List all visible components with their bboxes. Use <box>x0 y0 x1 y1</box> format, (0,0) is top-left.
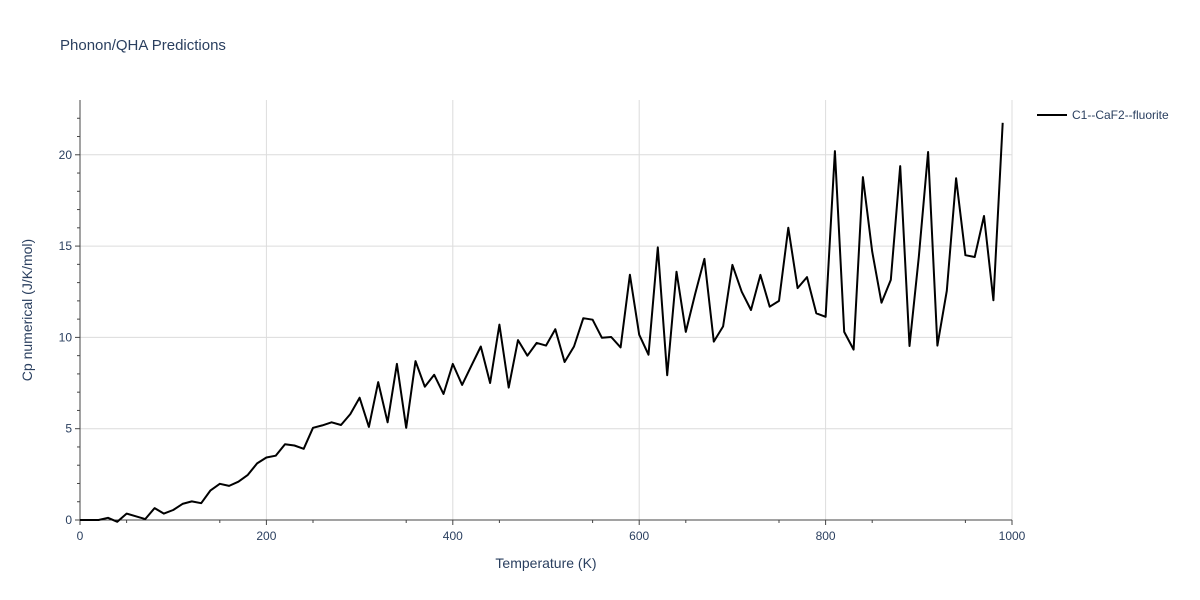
x-tick-label: 200 <box>256 529 276 543</box>
legend[interactable]: C1--CaF2--fluorite <box>1037 108 1169 122</box>
y-tick-labels: 0 5 10 15 20 <box>59 117 80 527</box>
y-tick-label: 10 <box>59 330 73 344</box>
y-axis-title: Cp numerical (J/K/mol) <box>19 239 35 381</box>
legend-label: C1--CaF2--fluorite <box>1072 108 1169 122</box>
y-tick-label: 15 <box>59 239 73 253</box>
x-tick-label: 800 <box>816 529 836 543</box>
x-tick-label: 1000 <box>999 529 1026 543</box>
x-tick-label: 0 <box>77 529 84 543</box>
y-tick-label: 20 <box>59 148 73 162</box>
x-axis-title: Temperature (K) <box>495 555 596 571</box>
x-tick-label: 400 <box>443 529 463 543</box>
chart-title: Phonon/QHA Predictions <box>60 37 226 54</box>
y-tick-label: 5 <box>65 422 72 436</box>
x-tick-label: 600 <box>629 529 649 543</box>
grid <box>80 100 1013 520</box>
series-group <box>80 122 1004 523</box>
series-line-0 <box>80 122 1004 523</box>
y-tick-label: 0 <box>65 513 72 527</box>
x-tick-labels: 0 200 400 600 800 1000 <box>77 520 1026 543</box>
axes <box>79 100 1012 521</box>
